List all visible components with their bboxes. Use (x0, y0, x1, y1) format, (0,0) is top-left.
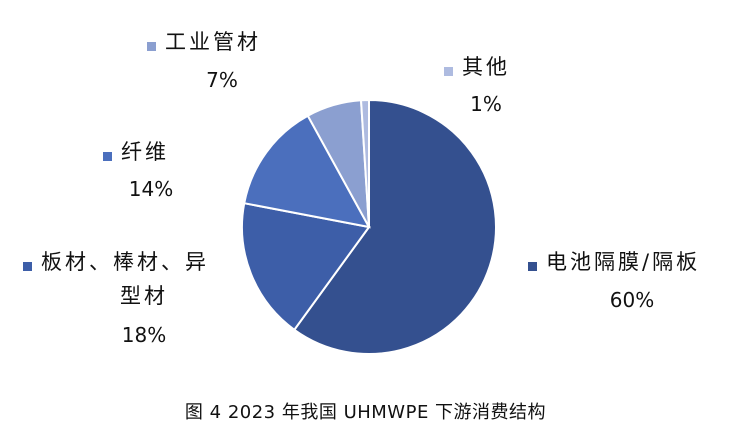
slice-labels: 电池隔膜/隔板 60% 板材、棒材、异型材 18% 纤维 14% 工业管材 7% 其他 1% (23, 30, 700, 347)
legend-marker (23, 262, 32, 271)
legend-marker (528, 262, 537, 271)
figure-caption: 图 4 2023 年我国 UHMWPE 下游消费结构 (184, 402, 547, 423)
pie-slices (241, 98, 497, 355)
slice-label-group: 工业管材 7% (147, 30, 261, 92)
slice-category-label: 板材、棒材、异 (41, 250, 209, 274)
slice-label-group: 纤维 14% (103, 140, 173, 201)
pie-chart: 电池隔膜/隔板 60% 板材、棒材、异型材 18% 纤维 14% 工业管材 7% 其他 1% (23, 30, 700, 355)
pie-slice (241, 202, 371, 332)
pie-slice (292, 98, 497, 355)
slice-label-group: 板材、棒材、异型材 18% (23, 250, 209, 347)
slice-label-group: 其他 1% (444, 55, 510, 116)
chart-panel: 电池隔膜/隔板 60% 板材、棒材、异型材 18% 纤维 14% 工业管材 7% 其他 1% (23, 30, 700, 355)
legend-marker (103, 152, 112, 161)
pie-slice (243, 114, 371, 229)
slice-category-label: 工业管材 (165, 30, 261, 54)
slice-category-label: 纤维 (121, 140, 169, 164)
slice-value-label: 18% (122, 323, 166, 347)
slice-value-label: 60% (610, 288, 654, 312)
legend-marker (147, 42, 156, 51)
slice-label-group: 电池隔膜/隔板 60% (528, 250, 700, 312)
slice-category-label: 型材 (120, 284, 168, 308)
slice-value-label: 14% (129, 177, 173, 201)
pie-slice (359, 98, 370, 228)
slice-value-label: 1% (470, 92, 502, 116)
slice-category-label: 其他 (462, 55, 510, 79)
slice-value-label: 7% (206, 68, 238, 92)
slice-category-label: 电池隔膜/隔板 (546, 250, 700, 274)
legend-marker (444, 67, 453, 76)
